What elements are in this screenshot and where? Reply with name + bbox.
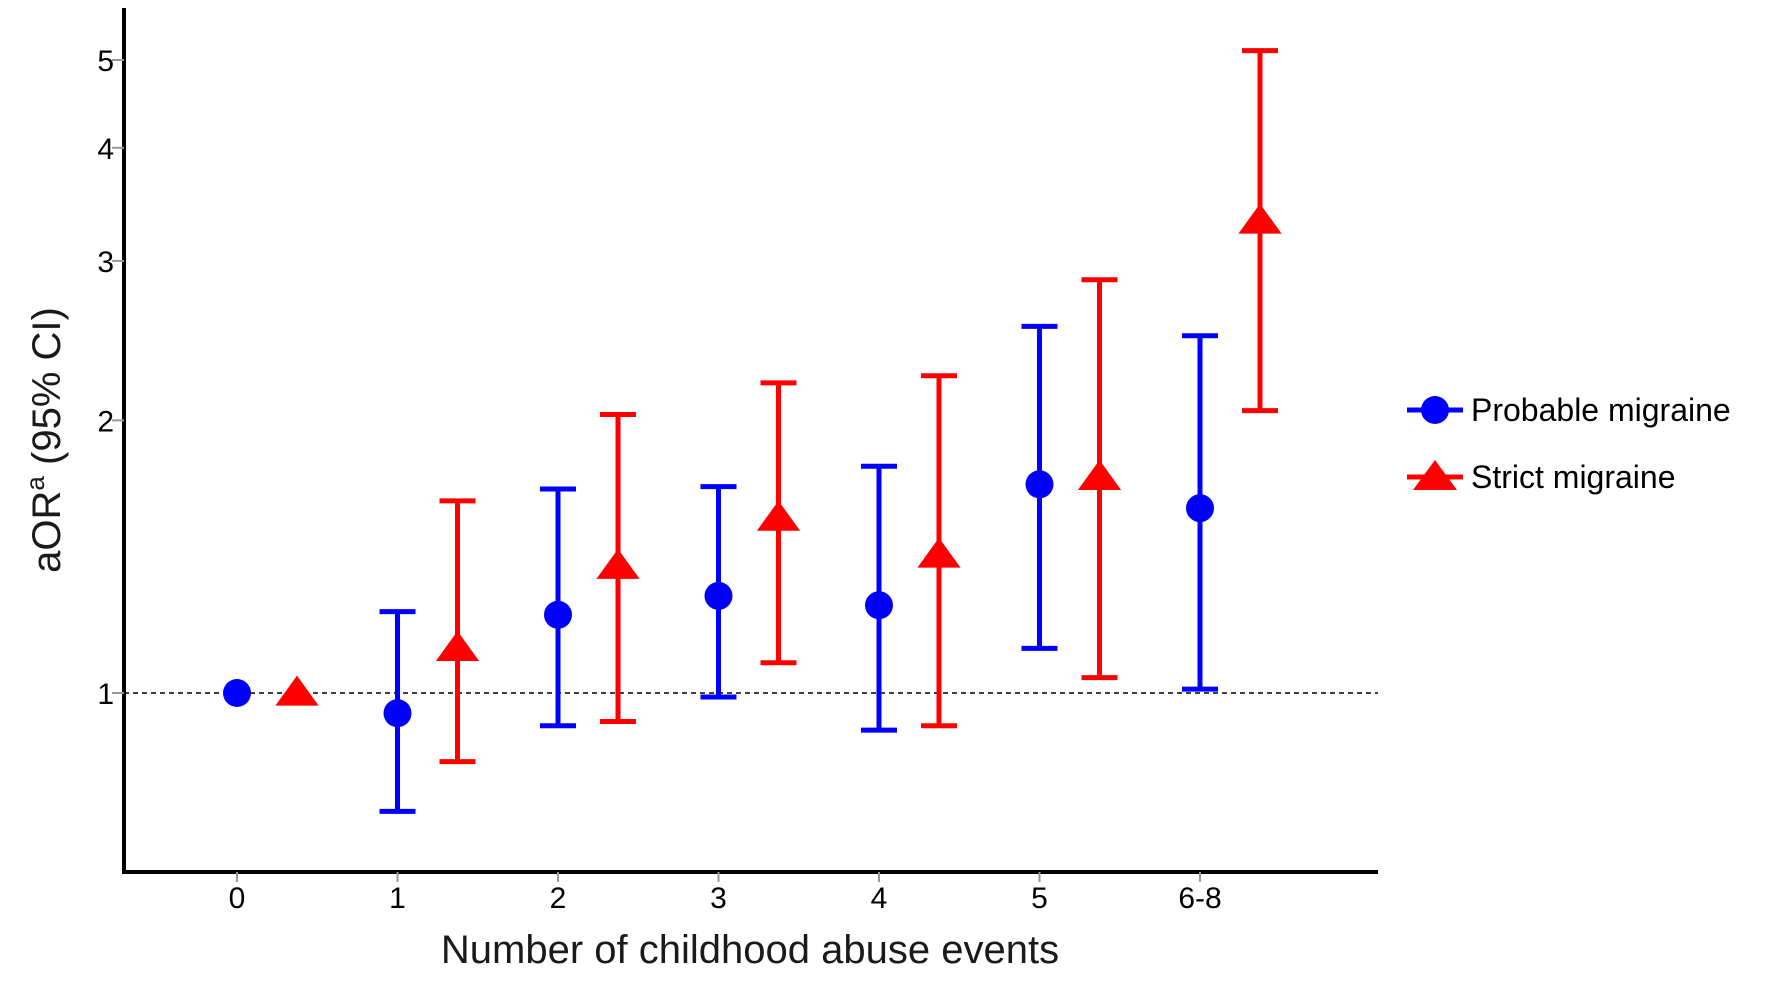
y-axis-title: aORa (95% CI): [20, 307, 69, 573]
legend-label: Strict migraine: [1471, 459, 1676, 495]
x-tick-label: 5: [1031, 882, 1048, 915]
data-point: [917, 537, 961, 568]
data-point: [704, 581, 733, 610]
legend: Probable migraine Strict migraine: [1407, 392, 1731, 495]
data-point: [1238, 203, 1282, 234]
data-point: [544, 600, 572, 629]
series-probable-migraine: [223, 323, 1218, 814]
y-axis-title-superscript: a: [20, 476, 50, 491]
data-point: [756, 500, 801, 531]
ticks: 1 2 3 4 5 0 1 2 3 4 5 6-8: [97, 45, 1221, 915]
data-point: [865, 591, 893, 620]
data-point: [275, 675, 319, 706]
series-strict-migraine: [275, 48, 1282, 765]
x-tick-label: 4: [871, 882, 888, 915]
legend-swatch-marker: [1413, 460, 1457, 490]
axes: [122, 8, 1378, 874]
data-point: [383, 699, 412, 728]
x-tick-label: 6-8: [1178, 882, 1221, 915]
x-tick-label: 1: [389, 882, 406, 915]
y-tick-label: 3: [97, 246, 114, 279]
y-axis-title-tail: (95% CI): [25, 307, 69, 476]
data-point: [435, 631, 480, 662]
x-tick-label: 2: [550, 882, 567, 915]
data-point: [1025, 470, 1054, 499]
y-tick-label: 5: [97, 45, 114, 78]
data-point: [1186, 494, 1214, 523]
y-axis-title-main: aOR: [25, 491, 69, 573]
data-marks: [223, 48, 1282, 814]
data-point: [1077, 460, 1122, 491]
y-tick-label: 1: [97, 678, 114, 711]
x-tick-label: 3: [710, 882, 727, 915]
legend-label: Probable migraine: [1471, 392, 1731, 428]
legend-item: Probable migraine: [1407, 392, 1731, 428]
legend-item: Strict migraine: [1407, 459, 1676, 495]
x-axis-title: Number of childhood abuse events: [441, 928, 1059, 972]
x-tick-label: 0: [229, 882, 246, 915]
y-tick-label: 2: [97, 405, 114, 438]
data-point: [223, 679, 251, 707]
data-point: [596, 548, 640, 579]
y-tick-label: 4: [97, 133, 114, 166]
legend-swatch-marker: [1421, 396, 1449, 424]
